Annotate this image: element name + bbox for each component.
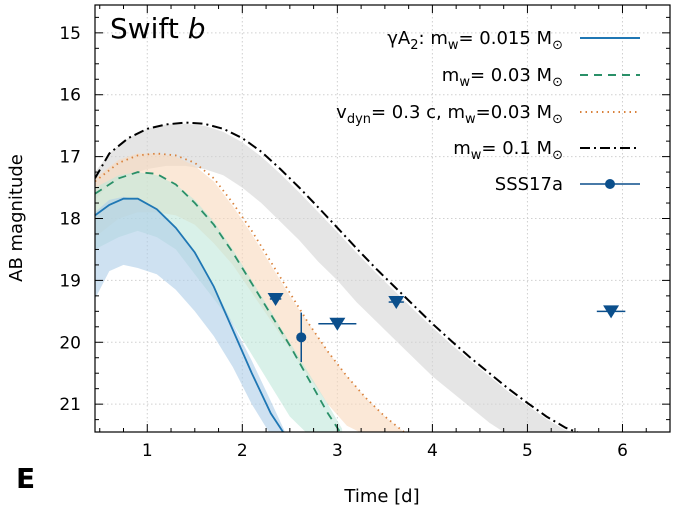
legend-label-vdyn: vdyn= 0.3 c, mw=0.03 M⊙ bbox=[336, 102, 563, 127]
y-tick-label: 19 bbox=[59, 271, 81, 291]
y-tick-label: 20 bbox=[59, 333, 81, 353]
band-mw-01 bbox=[95, 123, 573, 432]
upper-limit-marker bbox=[267, 292, 284, 306]
legend-label-sss17a: SSS17a bbox=[495, 174, 563, 195]
y-tick-label: 16 bbox=[59, 86, 81, 106]
upper-limit-marker bbox=[329, 317, 346, 331]
legend-label-mw-01: mw= 0.1 M⊙ bbox=[453, 138, 563, 163]
band-vdyn-03c bbox=[95, 153, 404, 432]
line-vdyn-03c bbox=[95, 152, 407, 432]
uncertainty-bands bbox=[95, 123, 573, 432]
x-tick-label: 1 bbox=[142, 441, 153, 461]
y-tick-label: 18 bbox=[59, 210, 81, 230]
x-tick-label: 6 bbox=[617, 441, 628, 461]
line-mw-01 bbox=[95, 121, 580, 432]
line-mw-003 bbox=[95, 171, 342, 432]
legend-label-mw-003: mw= 0.03 M⊙ bbox=[442, 65, 563, 90]
axis-ticks: 1 2 3 4 5 6 15 16 17 18 19 20 21 bbox=[59, 5, 671, 461]
x-tick-label: 2 bbox=[237, 441, 248, 461]
detection-point bbox=[296, 332, 307, 343]
upper-limit-marker bbox=[603, 305, 620, 319]
legend: γA2: mw= 0.015 M⊙ mw= 0.03 M⊙ vdyn= 0.3 c,… bbox=[336, 28, 640, 195]
y-tick-label: 17 bbox=[59, 148, 81, 168]
upper-limit-marker bbox=[388, 296, 405, 310]
panel-label: E bbox=[16, 462, 35, 495]
legend-marker-sss17a bbox=[605, 179, 615, 189]
y-axis-label: AB magnitude bbox=[6, 154, 27, 282]
chart-title: Swift b bbox=[110, 12, 205, 45]
x-axis-label: Time [d] bbox=[343, 486, 419, 507]
x-tick-label: 5 bbox=[522, 441, 533, 461]
band-ya2-mw-0015 bbox=[95, 196, 286, 432]
x-tick-label: 4 bbox=[427, 441, 438, 461]
observations bbox=[267, 292, 626, 363]
y-tick-label: 15 bbox=[59, 24, 81, 44]
line-ya2-mw-0015 bbox=[95, 197, 285, 432]
y-tick-label: 21 bbox=[59, 395, 81, 415]
model-lines bbox=[95, 121, 580, 432]
x-tick-label: 3 bbox=[332, 441, 343, 461]
legend-label-ya2: γA2: mw= 0.015 M⊙ bbox=[387, 28, 563, 53]
